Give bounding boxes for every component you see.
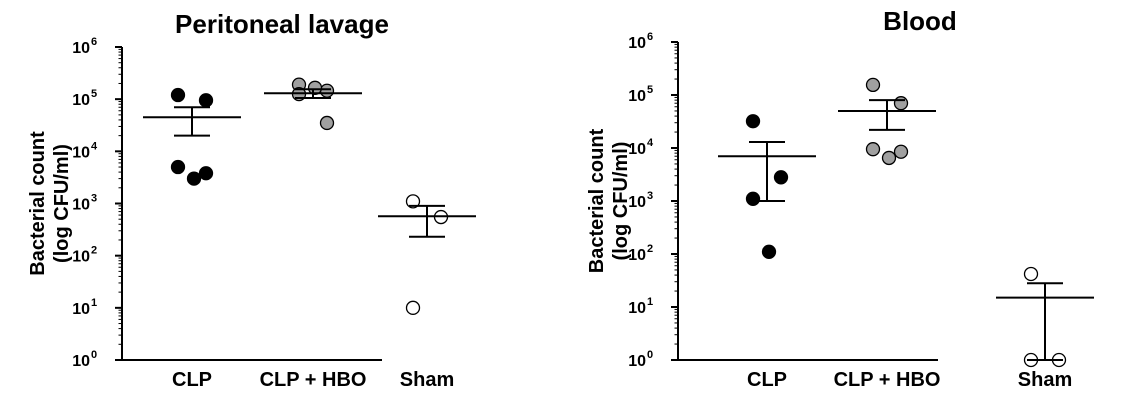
y-tick-exponent: 3 bbox=[91, 193, 97, 205]
x-category-label: Sham bbox=[400, 369, 454, 391]
data-point bbox=[307, 80, 323, 95]
data-point bbox=[893, 144, 909, 159]
data-point bbox=[198, 93, 214, 108]
y-tick-label: 10 bbox=[72, 249, 90, 266]
y-tick-exponent: 6 bbox=[647, 31, 653, 43]
data-point bbox=[745, 191, 761, 206]
chart-title: Peritoneal lavage bbox=[175, 9, 389, 39]
y-tick-exponent: 5 bbox=[647, 84, 653, 96]
data-point bbox=[773, 170, 789, 185]
y-tick-label: 10 bbox=[628, 35, 646, 52]
data-point bbox=[745, 114, 761, 129]
data-point bbox=[198, 166, 214, 181]
data-point bbox=[893, 96, 909, 111]
y-tick-label: 10 bbox=[72, 144, 90, 161]
y-tick-exponent: 0 bbox=[91, 349, 97, 361]
y-axis-label-unit: (log CFU/ml) bbox=[51, 144, 73, 263]
y-tick-exponent: 5 bbox=[91, 88, 97, 100]
x-category-label: CLP + HBO bbox=[260, 369, 367, 391]
x-category-label: CLP + HBO bbox=[834, 369, 941, 391]
y-axis-label: Bacterial count bbox=[586, 128, 608, 273]
x-category-label: Sham bbox=[1018, 369, 1072, 391]
y-tick-label: 10 bbox=[72, 197, 90, 214]
y-tick-exponent: 4 bbox=[647, 137, 654, 149]
data-point bbox=[881, 150, 897, 166]
y-tick-label: 10 bbox=[628, 353, 646, 370]
y-tick-label: 10 bbox=[628, 141, 646, 158]
data-point bbox=[319, 83, 335, 98]
data-point bbox=[319, 115, 335, 131]
y-tick-label: 10 bbox=[628, 88, 646, 105]
data-point bbox=[186, 171, 202, 186]
y-tick-label: 10 bbox=[72, 40, 90, 57]
y-tick-exponent: 6 bbox=[91, 36, 97, 48]
y-tick-exponent: 1 bbox=[91, 297, 97, 309]
y-tick-exponent: 2 bbox=[647, 243, 653, 255]
y-tick-label: 10 bbox=[628, 247, 646, 264]
data-point bbox=[405, 300, 421, 315]
chart-title: Blood bbox=[883, 6, 957, 36]
chart-panel-1: Peritoneal lavage Bacterial count (log CFU… bbox=[27, 9, 476, 391]
y-axis-label-unit: (log CFU/ml) bbox=[610, 142, 632, 261]
data-point bbox=[865, 142, 881, 157]
y-tick-label: 10 bbox=[72, 353, 90, 370]
data-point bbox=[1023, 266, 1039, 282]
data-point bbox=[170, 87, 186, 103]
y-tick-label: 10 bbox=[628, 300, 646, 317]
data-point bbox=[170, 159, 186, 175]
x-category-label: CLP bbox=[172, 369, 212, 391]
y-tick-exponent: 4 bbox=[91, 140, 98, 152]
data-point bbox=[865, 77, 881, 93]
y-tick-exponent: 1 bbox=[647, 296, 653, 308]
x-category-label: CLP bbox=[747, 369, 787, 391]
y-tick-label: 10 bbox=[72, 301, 90, 318]
y-axis-label: Bacterial count bbox=[27, 131, 49, 276]
data-point bbox=[405, 194, 421, 209]
y-tick-label: 10 bbox=[72, 92, 90, 109]
y-tick-exponent: 2 bbox=[91, 245, 97, 257]
y-tick-label: 10 bbox=[628, 194, 646, 211]
data-point bbox=[761, 244, 777, 259]
y-tick-exponent: 3 bbox=[647, 190, 653, 202]
y-tick-exponent: 0 bbox=[647, 349, 653, 361]
